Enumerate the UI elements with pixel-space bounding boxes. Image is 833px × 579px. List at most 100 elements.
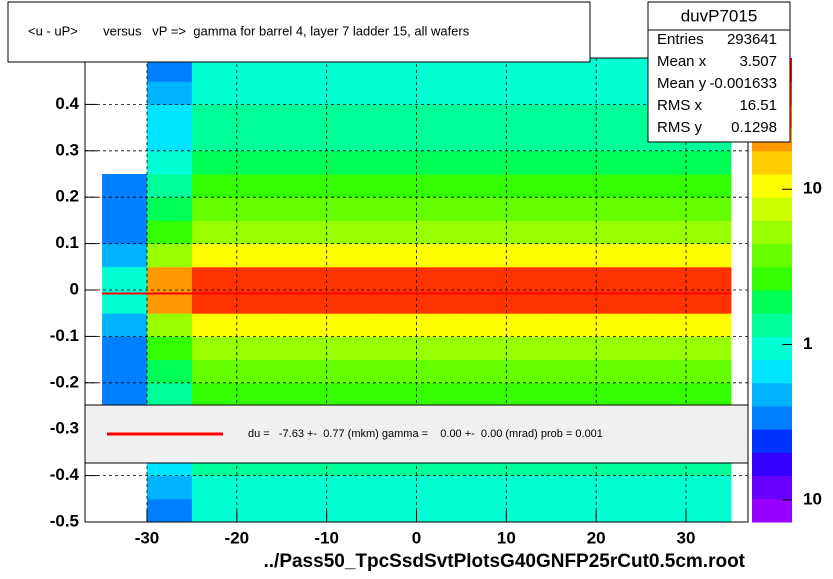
y-tick-label: 0.1 — [55, 233, 79, 252]
x-tick-label: -20 — [225, 528, 250, 547]
heatmap-cell — [236, 382, 283, 407]
heatmap-cell — [461, 382, 507, 407]
heatmap-cell — [551, 336, 597, 361]
colorbar-step — [752, 313, 792, 337]
heatmap-cell — [416, 127, 462, 152]
colorbar-step — [752, 220, 792, 245]
heatmap-cell — [551, 81, 597, 105]
heatmap-cell — [326, 290, 373, 314]
heatmap-cell — [506, 104, 552, 129]
heatmap-cell — [191, 266, 238, 291]
heatmap-cell — [461, 197, 507, 221]
heatmap-cell — [416, 498, 462, 523]
colorbar-step — [752, 243, 792, 268]
title-box — [7, 1, 591, 63]
heatmap-cell — [506, 197, 552, 221]
heatmap-cell — [506, 290, 552, 314]
heatmap-cell — [326, 81, 373, 105]
heatmap-cell — [686, 336, 732, 361]
heatmap-cell — [326, 58, 373, 82]
heatmap-cell — [102, 266, 148, 291]
heatmap-cell — [641, 243, 687, 268]
heatmap-cell — [371, 382, 417, 407]
heatmap-cell — [236, 220, 283, 245]
heatmap-cell — [461, 220, 507, 245]
stats-title: duvP7015 — [681, 6, 758, 25]
heatmap-cell — [551, 58, 597, 82]
heatmap-cell — [506, 150, 552, 175]
heatmap-cell — [146, 266, 193, 291]
stats-value: 16.51 — [739, 97, 777, 114]
heatmap-cell — [461, 498, 507, 523]
heatmap-cell — [236, 127, 283, 152]
heatmap-cell — [191, 243, 238, 268]
y-tick-label: 0.3 — [55, 140, 79, 159]
heatmap-cell — [102, 197, 148, 221]
y-tick-label: -0.2 — [50, 372, 79, 391]
heatmap — [85, 58, 748, 523]
heatmap-cell — [461, 243, 507, 268]
heatmap-cell — [281, 104, 328, 129]
heatmap-cell — [461, 313, 507, 337]
heatmap-cell — [641, 266, 687, 291]
heatmap-cell — [506, 359, 552, 384]
heatmap-cell — [506, 382, 552, 407]
heatmap-cell — [102, 243, 148, 268]
heatmap-cell — [551, 174, 597, 198]
heatmap-cell — [191, 336, 238, 361]
heatmap-cell — [236, 150, 283, 175]
heatmap-cell — [326, 475, 373, 500]
heatmap-cell — [281, 220, 328, 245]
heatmap-cell — [146, 174, 193, 198]
colorbar-step — [752, 266, 792, 291]
heatmap-cell — [371, 475, 417, 500]
heatmap-cell — [371, 359, 417, 384]
heatmap-cell — [146, 382, 193, 407]
heatmap-cell — [551, 243, 597, 268]
heatmap-cell — [371, 81, 417, 105]
heatmap-cell — [281, 58, 328, 82]
heatmap-cell — [191, 104, 238, 129]
heatmap-cell — [596, 475, 642, 500]
z-tick-label: 10 — [803, 179, 822, 198]
heatmap-cell — [461, 290, 507, 314]
heatmap-cell — [596, 266, 642, 291]
heatmap-cell — [236, 197, 283, 221]
heatmap-cell — [371, 290, 417, 314]
heatmap-cell — [191, 220, 238, 245]
heatmap-cell — [281, 475, 328, 500]
stats-label: RMS y — [657, 119, 703, 136]
heatmap-cell — [641, 475, 687, 500]
heatmap-cell — [461, 336, 507, 361]
stats-label: Entries — [657, 31, 704, 48]
x-tick-label: -30 — [135, 528, 160, 547]
heatmap-cell — [461, 81, 507, 105]
heatmap-cell — [461, 174, 507, 198]
heatmap-cell — [371, 197, 417, 221]
heatmap-cell — [551, 382, 597, 407]
x-tick-label: 20 — [587, 528, 606, 547]
heatmap-cell — [461, 475, 507, 500]
heatmap-cell — [191, 498, 238, 523]
heatmap-cell — [686, 266, 732, 291]
heatmap-cell — [416, 290, 462, 314]
heatmap-cell — [236, 359, 283, 384]
stats-value: 3.507 — [739, 53, 777, 70]
heatmap-cell — [686, 150, 732, 175]
heatmap-cell — [191, 197, 238, 221]
heatmap-cell — [326, 313, 373, 337]
heatmap-cell — [281, 382, 328, 407]
heatmap-cell — [326, 220, 373, 245]
heatmap-cell — [686, 359, 732, 384]
heatmap-cell — [191, 127, 238, 152]
heatmap-cell — [416, 266, 462, 291]
heatmap-cell — [551, 290, 597, 314]
heatmap-cell — [371, 336, 417, 361]
heatmap-cell — [236, 336, 283, 361]
heatmap-cell — [506, 498, 552, 523]
heatmap-cell — [146, 220, 193, 245]
heatmap-cell — [371, 313, 417, 337]
heatmap-cell — [596, 336, 642, 361]
y-tick-label: -0.5 — [50, 511, 79, 530]
